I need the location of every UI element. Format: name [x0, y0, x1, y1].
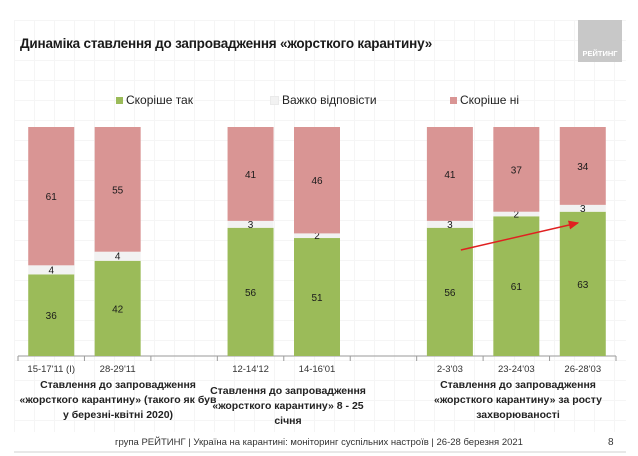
legend-swatch-yes [116, 96, 123, 104]
data-label-yes: 36 [46, 311, 58, 322]
bar-segment-no [227, 127, 274, 221]
chart-title: Динаміка ставлення до запровадження «жор… [20, 36, 433, 51]
bar-segment-hard [28, 265, 75, 275]
group-label-line: Ставлення до запровадження [210, 385, 366, 397]
data-label-yes: 56 [444, 288, 456, 299]
data-label-no: 55 [112, 185, 124, 196]
group-label-line: захворюваності [476, 409, 560, 421]
bar-segment-no [426, 127, 473, 221]
data-label-no: 37 [511, 165, 523, 176]
bar-segment-no [493, 127, 540, 212]
data-label-hard: 4 [48, 265, 54, 276]
group-label-line: у березні-квітні 2020) [62, 409, 174, 421]
x-tick-label: 12-14'12 [232, 364, 269, 375]
logo-text: РЕЙТИНГ [582, 49, 618, 58]
data-label-hard: 3 [248, 220, 254, 231]
legend-swatch-no [450, 96, 457, 104]
data-label-hard: 2 [314, 231, 320, 242]
data-label-yes: 42 [112, 304, 124, 315]
bar-segment-yes [559, 211, 606, 356]
group-label-line: «жорсткого карантину» за росту [433, 394, 603, 406]
legend-label-hard: Важко відповісти [282, 93, 377, 107]
x-tick-label: 14-16'01 [299, 364, 336, 375]
legend-swatch-hard [270, 95, 279, 105]
bar-segment-hard [493, 211, 540, 217]
bar-segment-hard [227, 220, 274, 228]
bar-segment-no [559, 127, 606, 205]
group-label-line: «жорсткого карантину» (такого як був [19, 394, 217, 406]
data-label-hard: 3 [447, 220, 453, 231]
group-label-january: Ставлення до запровадження «жорсткого ка… [198, 384, 378, 429]
group-label-line: Ставлення до запровадження [440, 379, 596, 391]
data-label-no: 41 [245, 170, 257, 181]
data-label-no: 34 [577, 162, 589, 173]
x-tick-label: 26-28'03 [564, 364, 601, 375]
group-label-line: «жорсткого карантину» 8 - 25 січня [212, 400, 364, 427]
group-label-line: Ставлення до запровадження [40, 379, 196, 391]
bar-segment-hard [559, 204, 606, 212]
data-label-yes: 61 [511, 282, 523, 293]
trend-arrow [460, 220, 580, 251]
bar-segment-yes [493, 216, 540, 356]
legend-item-hard: Важко відповісти [270, 93, 377, 107]
data-label-hard: 2 [514, 210, 520, 221]
bar-segment-no [94, 127, 141, 252]
data-label-hard: 4 [115, 252, 121, 263]
x-tick-label: 2-3'03 [437, 364, 463, 375]
data-label-no: 41 [444, 170, 456, 181]
bar-segment-yes [227, 227, 274, 356]
group-label-november: Ставлення до запровадження «жорсткого ка… [18, 378, 218, 423]
footer-text: група РЕЙТИНГ | Україна на карантині: мо… [115, 437, 523, 448]
page-number: 8 [608, 437, 614, 448]
data-label-yes: 63 [577, 280, 589, 291]
legend-label-yes: Скоріше так [126, 93, 193, 107]
x-tick-label: 28-29'11 [100, 364, 136, 375]
legend-item-yes: Скоріше так [116, 93, 193, 107]
data-label-no: 46 [311, 176, 323, 187]
bar-segment-no [294, 127, 340, 234]
data-label-hard: 3 [580, 204, 586, 215]
group-label-march: Ставлення до запровадження «жорсткого ка… [424, 378, 612, 423]
x-tick-label: 23-24'03 [498, 364, 535, 375]
bar-segment-hard [94, 251, 141, 261]
data-label-no: 61 [46, 192, 58, 203]
legend-item-no: Скоріше ні [450, 93, 519, 107]
data-label-yes: 51 [311, 293, 323, 304]
bar-segment-yes [94, 260, 141, 356]
x-tick-label: 15-17'11 (І) [27, 364, 75, 375]
bar-segment-yes [28, 274, 75, 356]
bar-segment-no [28, 127, 75, 266]
bar-segment-yes [294, 238, 340, 356]
logo: РЕЙТИНГ [578, 20, 622, 62]
data-label-yes: 56 [245, 288, 257, 299]
legend-label-no: Скоріше ні [460, 93, 519, 107]
footer-divider [14, 451, 626, 453]
bar-segment-hard [426, 220, 473, 228]
bar-segment-hard [294, 233, 340, 239]
